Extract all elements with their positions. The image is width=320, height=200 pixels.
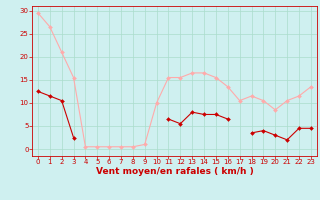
X-axis label: Vent moyen/en rafales ( km/h ): Vent moyen/en rafales ( km/h ) [96,167,253,176]
